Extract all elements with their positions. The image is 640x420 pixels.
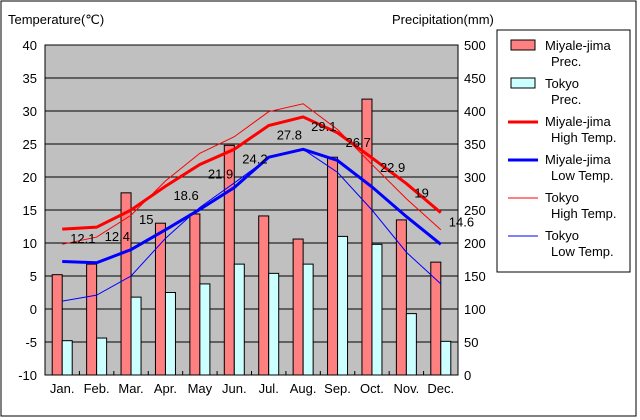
data-label: 18.6 bbox=[173, 188, 198, 203]
right-tick-label: 500 bbox=[464, 38, 486, 53]
left-tick-label: 15 bbox=[23, 203, 37, 218]
legend-swatch bbox=[510, 77, 536, 89]
left-tick-label: 5 bbox=[30, 269, 37, 284]
bar-tokyo-prec bbox=[164, 292, 176, 376]
data-label: 29.1 bbox=[311, 119, 336, 134]
data-label: 21.9 bbox=[208, 166, 233, 181]
data-label: 15 bbox=[139, 212, 153, 227]
line-miyale-jima-high-temp- bbox=[62, 115, 442, 231]
left-tick-label: -10 bbox=[18, 368, 37, 383]
bar-miyake-prec bbox=[430, 261, 442, 376]
bar-tokyo-prec bbox=[233, 263, 245, 376]
bar-miyake-prec bbox=[361, 98, 373, 376]
x-tick-label: May bbox=[188, 381, 213, 396]
legend-label: Tokyo bbox=[545, 190, 579, 205]
legend-label: High Temp. bbox=[551, 206, 617, 221]
data-label: 12.1 bbox=[70, 231, 95, 246]
right-tick-label: 0 bbox=[464, 368, 471, 383]
right-tick-label: 450 bbox=[464, 71, 486, 86]
legend-label: Tokyo bbox=[545, 76, 579, 91]
data-label: 19 bbox=[414, 186, 428, 201]
bar-miyake-prec bbox=[86, 263, 98, 376]
x-tick-label: Mar. bbox=[118, 381, 143, 396]
line-miyale-jima-low-temp- bbox=[62, 147, 442, 265]
x-tick-label: Dec. bbox=[427, 381, 454, 396]
line-tokyo-high-temp- bbox=[62, 103, 442, 245]
bar-miyake-prec bbox=[120, 192, 132, 376]
data-label: 26.7 bbox=[346, 135, 371, 150]
bar-tokyo-prec bbox=[302, 263, 314, 376]
left-tick-label: 30 bbox=[23, 104, 37, 119]
legend-box bbox=[496, 29, 631, 273]
legend-label: Prec. bbox=[551, 92, 581, 107]
legend-label: Tokyo bbox=[545, 228, 579, 243]
bar-miyake-prec bbox=[327, 156, 339, 376]
bar-tokyo-prec bbox=[405, 313, 417, 376]
left-tick-label: -5 bbox=[25, 335, 37, 350]
data-label: 22.9 bbox=[380, 160, 405, 175]
right-tick-label: 350 bbox=[464, 137, 486, 152]
left-tick-label: 10 bbox=[23, 236, 37, 251]
left-tick-label: 25 bbox=[23, 137, 37, 152]
left-axis-title: Temperature(℃) bbox=[8, 12, 104, 27]
x-tick-label: Feb. bbox=[84, 381, 110, 396]
x-tick-label: Sep. bbox=[324, 381, 351, 396]
data-label: 24.2 bbox=[242, 151, 267, 166]
legend-label: Low Temp. bbox=[551, 244, 614, 259]
bar-tokyo-prec bbox=[337, 235, 349, 376]
legend-swatch bbox=[510, 39, 536, 51]
data-label: 12.4 bbox=[105, 229, 130, 244]
x-tick-label: Nov. bbox=[393, 381, 419, 396]
bar-tokyo-prec bbox=[440, 340, 452, 376]
bar-miyake-prec bbox=[51, 274, 63, 376]
bar-miyake-prec bbox=[258, 215, 270, 376]
left-tick-label: 0 bbox=[30, 302, 37, 317]
legend-label: Miyale-jima bbox=[545, 152, 612, 167]
bar-miyake-prec bbox=[292, 238, 304, 376]
left-tick-label: 20 bbox=[23, 170, 37, 185]
right-tick-label: 200 bbox=[464, 236, 486, 251]
legend-label: Miyale-jima bbox=[545, 114, 612, 129]
bar-tokyo-prec bbox=[130, 296, 142, 376]
bar-miyake-prec bbox=[189, 213, 201, 376]
data-label: 27.8 bbox=[277, 128, 302, 143]
x-tick-label: Jan. bbox=[50, 381, 75, 396]
right-tick-label: 400 bbox=[464, 104, 486, 119]
bar-miyake-prec bbox=[223, 144, 235, 376]
x-tick-label: Jul. bbox=[259, 381, 279, 396]
x-tick-label: Aug. bbox=[290, 381, 317, 396]
right-tick-label: 150 bbox=[464, 269, 486, 284]
bar-tokyo-prec bbox=[199, 283, 211, 376]
data-label: 14.6 bbox=[449, 215, 474, 230]
bar-tokyo-prec bbox=[268, 272, 280, 376]
right-tick-label: 250 bbox=[464, 203, 486, 218]
bar-tokyo-prec bbox=[61, 340, 73, 376]
bar-tokyo-prec bbox=[96, 337, 108, 376]
legend-label: Miyale-jima bbox=[545, 38, 612, 53]
x-tick-label: Oct. bbox=[360, 381, 384, 396]
x-tick-label: Apr. bbox=[154, 381, 177, 396]
legend-label: Prec. bbox=[551, 54, 581, 69]
bar-miyake-prec bbox=[154, 222, 166, 376]
right-axis-title: Precipitation(mm) bbox=[392, 12, 494, 27]
x-tick-label: Jun. bbox=[222, 381, 247, 396]
right-tick-label: 50 bbox=[464, 335, 478, 350]
bar-tokyo-prec bbox=[371, 243, 383, 376]
left-tick-label: 35 bbox=[23, 71, 37, 86]
legend-label: High Temp. bbox=[551, 130, 617, 145]
bar-miyake-prec bbox=[395, 219, 407, 376]
right-tick-label: 100 bbox=[464, 302, 486, 317]
left-tick-label: 40 bbox=[23, 38, 37, 53]
legend-label: Low Temp. bbox=[551, 168, 614, 183]
right-tick-label: 300 bbox=[464, 170, 486, 185]
